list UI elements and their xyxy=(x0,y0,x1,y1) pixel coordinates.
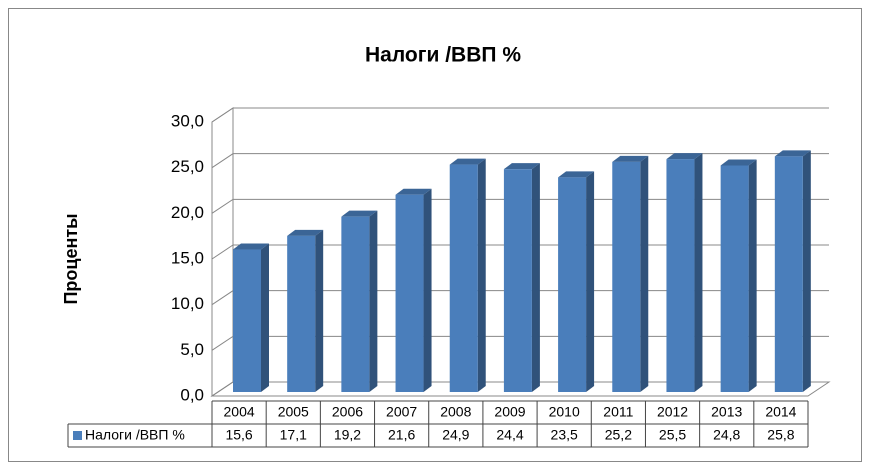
y-tick-label: 20,0 xyxy=(171,203,204,222)
bar xyxy=(341,216,370,392)
bar-top xyxy=(233,243,269,250)
x-tick-label: 2011 xyxy=(603,404,633,420)
bar-side xyxy=(423,188,432,392)
bar-top xyxy=(774,150,811,157)
x-tick-label: 2008 xyxy=(440,404,471,420)
bar-top xyxy=(612,155,649,162)
data-label: 24,8 xyxy=(713,427,740,443)
chart-title: Налоги /ВВП % xyxy=(365,44,521,67)
data-label: 23,5 xyxy=(551,427,578,443)
y-tick-label: 0,0 xyxy=(180,385,204,404)
bar-side xyxy=(477,158,486,392)
bar xyxy=(558,177,587,392)
grid-line xyxy=(211,107,829,123)
data-label: 15,6 xyxy=(225,427,252,443)
x-tick-label: 2004 xyxy=(224,404,255,420)
bar-side xyxy=(315,229,324,392)
bar-top xyxy=(558,171,595,178)
data-label: 24,4 xyxy=(496,427,523,443)
bar xyxy=(395,194,424,392)
grid-line xyxy=(211,153,829,169)
bar-side xyxy=(531,163,540,392)
legend-label: Налоги /ВВП % xyxy=(85,427,185,443)
bar-top xyxy=(720,159,757,166)
data-label: 19,2 xyxy=(334,427,361,443)
y-tick-label: 25,0 xyxy=(171,157,204,176)
y-axis-label: Проценты xyxy=(61,213,81,304)
x-tick-label: 2006 xyxy=(332,404,363,420)
bar-top xyxy=(287,229,324,236)
bar xyxy=(720,165,749,392)
bar xyxy=(612,161,641,392)
bar xyxy=(774,156,803,392)
bar-side xyxy=(640,155,649,392)
bar-top xyxy=(449,158,486,165)
bar xyxy=(233,249,261,392)
data-label: 17,1 xyxy=(280,427,307,443)
bar xyxy=(503,169,532,392)
y-tick-label: 5,0 xyxy=(180,340,204,359)
bar-top xyxy=(503,163,540,170)
y-tick-label: 10,0 xyxy=(171,294,204,313)
data-label: 21,6 xyxy=(388,427,415,443)
x-tick-label: 2010 xyxy=(549,404,580,420)
bar-top xyxy=(341,210,378,217)
y-tick-label: 30,0 xyxy=(171,111,204,130)
bar-side xyxy=(586,171,595,392)
bar-side xyxy=(369,210,378,392)
bar xyxy=(666,159,695,392)
data-label: 25,2 xyxy=(605,427,632,443)
bar xyxy=(449,164,478,392)
x-tick-label: 2012 xyxy=(657,404,688,420)
x-tick-label: 2014 xyxy=(765,404,796,420)
bar-top xyxy=(666,153,703,160)
bar-side xyxy=(748,159,757,392)
bar-top xyxy=(395,188,432,195)
data-label: 25,5 xyxy=(659,427,686,443)
x-tick-label: 2007 xyxy=(386,404,417,420)
x-tick-label: 2013 xyxy=(711,404,742,420)
legend-swatch xyxy=(73,431,82,440)
bar-side xyxy=(802,150,811,392)
x-tick-label: 2009 xyxy=(494,404,525,420)
x-tick-label: 2005 xyxy=(278,404,309,420)
bar-side xyxy=(261,243,269,392)
chart-border xyxy=(8,8,862,462)
y-tick-label: 15,0 xyxy=(171,248,204,267)
data-label: 24,9 xyxy=(442,427,469,443)
bar-side xyxy=(694,153,703,392)
data-label: 25,8 xyxy=(767,427,794,443)
bar xyxy=(287,235,316,392)
